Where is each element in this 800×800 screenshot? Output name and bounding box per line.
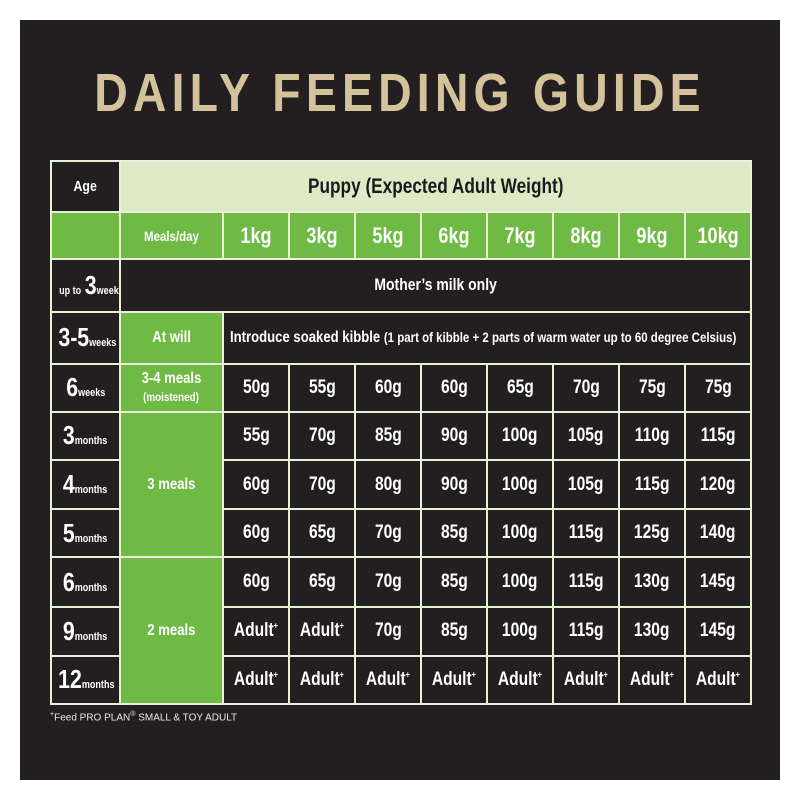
two-meals-cell: 2 meals [119, 556, 224, 705]
age-cell: 4months [50, 459, 121, 511]
value-cell: Adult+ [354, 654, 422, 706]
table-row: 5months 60g 65g 70g 85g 100g 115g 125g 1… [50, 508, 753, 559]
value-cell: 60g [354, 362, 422, 413]
age-cell: 9months [50, 605, 121, 657]
value-cell: 90g [420, 410, 488, 462]
value-cell: 105g [552, 459, 620, 511]
value-cell: 75g [683, 362, 753, 413]
value-cell: Adult+ [486, 654, 554, 706]
value-cell: 100g [486, 605, 554, 657]
table-row: 4months 60g 70g 80g 90g 100g 105g 115g 1… [50, 459, 753, 511]
value-cell: 50g [222, 362, 290, 413]
age-cell: 6months [50, 556, 121, 608]
value-cell: 140g [683, 508, 753, 559]
value-cell: Adult+ [288, 654, 356, 706]
table-row: 3months 3 meals 55g 70g 85g 90g 100g 105… [50, 410, 753, 559]
age-header: Age [50, 159, 121, 214]
value-cell: 70g [354, 605, 422, 657]
value-cell: 100g [486, 410, 554, 462]
weight-header-8kg: 8kg [552, 211, 620, 261]
age-cell: 3-5weeks [50, 310, 121, 365]
mothers-milk-cell: Mother’s milk only [118, 258, 753, 313]
value-cell: Adult+ [420, 654, 488, 706]
puppy-weight-header: Puppy (Expected Adult Weight) [118, 159, 753, 214]
value-cell: 85g [354, 410, 422, 462]
age-cell: 3months [50, 410, 121, 462]
value-cell: 145g [683, 556, 753, 608]
value-cell: 75g [618, 362, 686, 413]
weight-header-9kg: 9kg [618, 211, 686, 261]
value-cell: 100g [486, 508, 554, 559]
value-cell: Adult+ [288, 605, 356, 657]
meals-per-day-header: Meals/day [119, 211, 224, 261]
value-cell: 65g [288, 556, 356, 608]
value-cell: 85g [420, 508, 488, 559]
value-cell: 115g [618, 459, 686, 511]
value-cell: 70g [354, 556, 422, 608]
value-cell: 60g [222, 459, 290, 511]
value-cell: 55g [288, 362, 356, 413]
value-cell: 130g [618, 605, 686, 657]
value-cell: 60g [420, 362, 488, 413]
value-cell: 115g [552, 605, 620, 657]
value-cell: 80g [354, 459, 422, 511]
footnote: +Feed PRO PLAN® SMALL & TOY ADULT [50, 711, 238, 724]
value-cell: 115g [683, 410, 753, 462]
page-title: DAILY FEEDING GUIDE [94, 63, 706, 123]
value-cell: 105g [552, 410, 620, 462]
age-header-blank [50, 211, 121, 261]
value-cell: Adult+ [683, 654, 753, 706]
value-cell: 65g [486, 362, 554, 413]
header-row-top: Age Puppy (Expected Adult Weight) [50, 159, 753, 214]
value-cell: 130g [618, 556, 686, 608]
value-cell: Adult+ [222, 654, 290, 706]
value-cell: 90g [420, 459, 488, 511]
header-row-weights: Meals/day 1kg 3kg 5kg 6kg 7kg 8kg 9kg 10… [50, 211, 753, 261]
value-cell: 55g [222, 410, 290, 462]
value-cell: Adult+ [222, 605, 290, 657]
value-cell: 70g [288, 410, 356, 462]
meals-cell: At will [119, 310, 224, 365]
value-cell: 115g [552, 556, 620, 608]
value-cell: 70g [552, 362, 620, 413]
table-row: 3-5weeks At will Introduce soaked kibble… [50, 310, 753, 365]
value-cell: 125g [618, 508, 686, 559]
age-cell: 6weeks [50, 362, 121, 413]
age-cell: up to 3weeks [50, 258, 121, 313]
value-cell: Adult+ [618, 654, 686, 706]
table-row: up to 3weeks Mother’s milk only [50, 258, 753, 313]
value-cell: 85g [420, 605, 488, 657]
three-meals-cell: 3 meals [119, 410, 224, 559]
value-cell: 85g [420, 556, 488, 608]
value-cell: 120g [683, 459, 753, 511]
age-cell: 5months [50, 508, 121, 559]
weight-header-1kg: 1kg [222, 211, 290, 261]
value-cell: Adult+ [552, 654, 620, 706]
value-cell: 100g [486, 556, 554, 608]
table-row: 6months 2 meals 60g 65g 70g 85g 100g 115… [50, 556, 753, 705]
weight-header-5kg: 5kg [354, 211, 422, 261]
value-cell: 70g [288, 459, 356, 511]
value-cell: 60g [222, 556, 290, 608]
weight-header-6kg: 6kg [420, 211, 488, 261]
weight-header-10kg: 10kg [683, 211, 753, 261]
table-row: 12months Adult+ Adult+ Adult+ Adult+ Adu… [50, 654, 753, 706]
value-cell: 115g [552, 508, 620, 559]
value-cell: 60g [222, 508, 290, 559]
value-cell: 100g [486, 459, 554, 511]
table-row: 6weeks 3-4 meals (moistened) 50g 55g 60g… [50, 362, 753, 413]
value-cell: 70g [354, 508, 422, 559]
weight-header-3kg: 3kg [288, 211, 356, 261]
feeding-table: Age Puppy (Expected Adult Weight) Meals/… [50, 159, 753, 706]
value-cell: 65g [288, 508, 356, 559]
age-cell: 12months [50, 654, 121, 706]
table-row: 9months Adult+ Adult+ 70g 85g 100g 115g … [50, 605, 753, 657]
value-cell: 110g [618, 410, 686, 462]
meals-cell: 3-4 meals (moistened) [119, 362, 224, 413]
value-cell: 145g [683, 605, 753, 657]
weight-header-7kg: 7kg [486, 211, 554, 261]
soaked-kibble-cell: Introduce soaked kibble (1 part of kibbl… [221, 310, 753, 365]
